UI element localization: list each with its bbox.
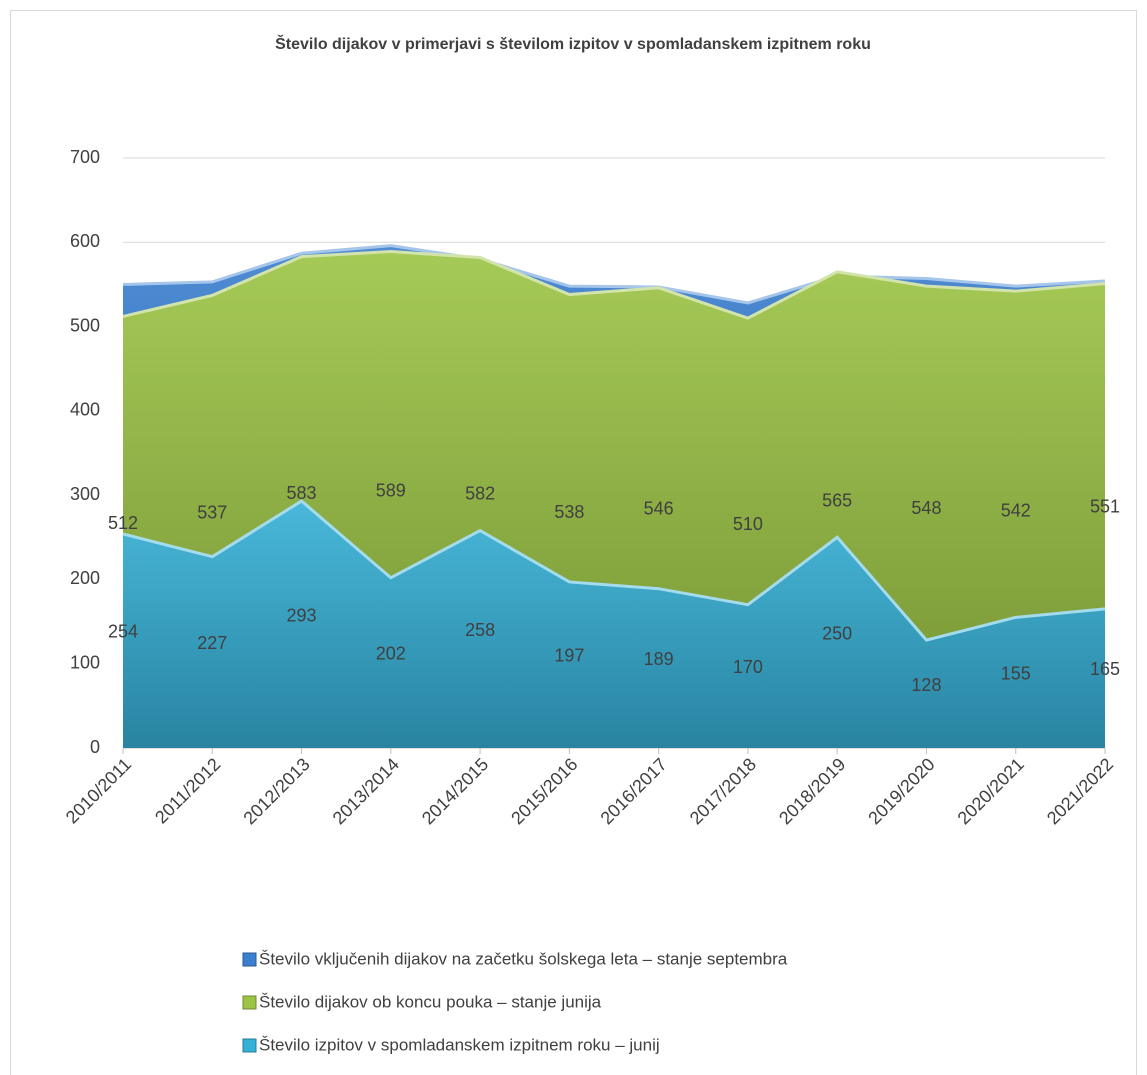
y-tick-label: 700 — [70, 147, 100, 167]
data-label: 589 — [376, 481, 406, 501]
data-label: 254 — [108, 622, 138, 642]
area-edge — [122, 499, 1106, 642]
data-label: 546 — [644, 499, 674, 519]
data-label: 202 — [376, 644, 406, 664]
legend-swatch — [242, 952, 257, 967]
data-label: 512 — [108, 513, 138, 533]
y-tick-label: 500 — [70, 315, 100, 335]
y-tick-label: 100 — [70, 652, 100, 672]
x-tick-label: 2015/2016 — [507, 754, 581, 828]
legend-swatch — [242, 1038, 257, 1053]
legend-swatch — [242, 995, 257, 1010]
legend-label: Število dijakov ob koncu pouka – stanje … — [259, 992, 602, 1011]
data-label: 537 — [197, 502, 227, 522]
data-label: 197 — [554, 646, 584, 666]
data-label: 155 — [1001, 663, 1031, 683]
y-tick-label: 400 — [70, 400, 100, 420]
legend-label: Število izpitov v spomladanskem izpitnem… — [259, 1035, 660, 1054]
area-edge — [122, 250, 1106, 320]
data-label: 551 — [1090, 497, 1120, 517]
data-label: 189 — [644, 649, 674, 669]
data-label: 165 — [1090, 659, 1120, 679]
x-tick-label: 2011/2012 — [151, 754, 224, 827]
area-edge — [122, 244, 1106, 305]
data-label: 510 — [733, 514, 763, 534]
x-tick-label: 2013/2014 — [329, 754, 403, 828]
data-label: 250 — [822, 623, 852, 643]
data-label: 538 — [554, 502, 584, 522]
legend-label: Število vključenih dijakov na začetku šo… — [259, 949, 788, 968]
y-tick-label: 300 — [70, 484, 100, 504]
x-tick-label: 2018/2019 — [775, 754, 849, 828]
data-label: 128 — [911, 675, 941, 695]
area — [123, 501, 1105, 748]
data-label: 170 — [733, 657, 763, 677]
x-tick-label: 2019/2020 — [864, 754, 938, 828]
data-label: 542 — [1001, 500, 1031, 520]
data-label: 293 — [287, 605, 317, 625]
x-tick-label: 2014/2015 — [418, 754, 492, 828]
data-label: 565 — [822, 491, 852, 511]
x-tick-label: 2016/2017 — [597, 754, 671, 828]
x-tick-label: 2010/2011 — [62, 754, 135, 827]
chart-border — [10, 10, 1137, 1075]
x-tick-label: 2012/2013 — [239, 754, 313, 828]
data-label: 258 — [465, 620, 495, 640]
data-label: 548 — [911, 498, 941, 518]
data-label: 227 — [197, 633, 227, 653]
x-tick-label: 2020/2021 — [954, 754, 1028, 828]
y-tick-label: 600 — [70, 231, 100, 251]
y-tick-label: 0 — [90, 737, 100, 757]
chart-title: Število dijakov v primerjavi s številom … — [275, 34, 871, 53]
y-tick-label: 200 — [70, 568, 100, 588]
data-label: 582 — [465, 483, 495, 503]
x-tick-label: 2021/2022 — [1043, 754, 1117, 828]
x-tick-label: 2017/2018 — [686, 754, 760, 828]
data-label: 583 — [287, 483, 317, 503]
